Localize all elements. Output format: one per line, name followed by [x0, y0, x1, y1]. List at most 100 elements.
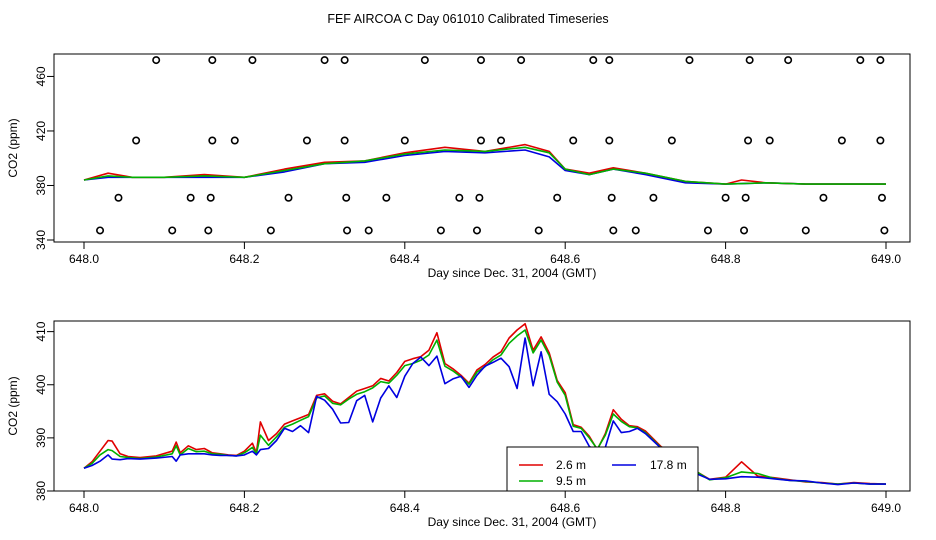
scatter-point [248, 56, 257, 65]
scatter-point [740, 226, 749, 235]
scatter-point [400, 136, 409, 145]
x-axis-label: Day since Dec. 31, 2004 (GMT) [428, 515, 597, 529]
scatter-point [114, 193, 123, 202]
x-tick-label: 648.2 [229, 252, 259, 266]
top-panel: 648.0 648.2 648.4 648.6 648.8 649.0 340 380 420 4… [6, 53, 911, 280]
scatter-point [230, 136, 239, 145]
plot-frame [53, 320, 911, 492]
scatter-point [667, 136, 676, 145]
y-tick-label: 410 [34, 321, 48, 341]
x-tick-label: 648.4 [390, 252, 420, 266]
figure-title: FEF AIRCOA C Day 061010 Calibrated Times… [327, 12, 608, 26]
scatter-point [340, 56, 349, 65]
scatter-point [631, 226, 640, 235]
scatter-point [342, 193, 351, 202]
scatter-point [284, 193, 293, 202]
x-tick-label: 648.6 [550, 252, 580, 266]
scatter-point [204, 226, 213, 235]
x-tick-label: 648.0 [69, 252, 99, 266]
scatter-point [819, 193, 828, 202]
scatter-point [420, 56, 429, 65]
scatter-point [340, 136, 349, 145]
series-line-17-8-m [83, 149, 886, 185]
x-tick-label: 649.0 [871, 501, 901, 515]
legend: 2.6 m 9.5 m 17.8 m [506, 446, 699, 492]
scatter-point [208, 136, 217, 145]
legend-label: 9.5 m [556, 474, 586, 488]
scatter-point [96, 226, 105, 235]
y-axis-label: CO2 (ppm) [6, 118, 20, 177]
scatter-point [553, 193, 562, 202]
scatter-point [569, 136, 578, 145]
x-tick-label: 648.4 [390, 501, 420, 515]
scatter-point [168, 226, 177, 235]
scatter-point [534, 226, 543, 235]
scatter-point [589, 56, 598, 65]
scatter-point [320, 56, 329, 65]
scatter-point [476, 56, 485, 65]
legend-label: 2.6 m [556, 458, 586, 472]
y-tick-label: 340 [34, 230, 48, 250]
y-tick-label: 400 [34, 374, 48, 394]
scatter-point [152, 56, 161, 65]
scatter-point [472, 226, 481, 235]
scatter-point [364, 226, 373, 235]
scatter-point [382, 193, 391, 202]
x-tick-label: 648.0 [69, 501, 99, 515]
plot-frame [53, 53, 911, 243]
series-line-2-6-m [83, 143, 886, 185]
scatter-point [497, 136, 506, 145]
scatter-point [607, 193, 616, 202]
x-tick-label: 649.0 [871, 252, 901, 266]
scatter-point [745, 56, 754, 65]
scatter-point [703, 226, 712, 235]
series-line-9-5-m [83, 329, 886, 485]
legend-box [506, 446, 699, 492]
y-tick-label: 380 [34, 175, 48, 195]
y-tick-label: 380 [34, 481, 48, 501]
scatter-point [744, 136, 753, 145]
scatter-point [876, 56, 885, 65]
scatter-point [880, 226, 889, 235]
series-line-17-8-m [83, 337, 886, 486]
scatter-point [741, 193, 750, 202]
scatter-point [856, 56, 865, 65]
scatter-point [837, 136, 846, 145]
series-line-9-5-m [83, 146, 886, 185]
y-tick-label: 460 [34, 66, 48, 86]
scatter-point [517, 56, 526, 65]
scatter-point [649, 193, 658, 202]
scatter-point [186, 193, 195, 202]
y-tick-label: 390 [34, 428, 48, 448]
x-tick-label: 648.8 [711, 501, 741, 515]
scatter-point [685, 56, 694, 65]
y-tick-label: 420 [34, 121, 48, 141]
legend-label: 17.8 m [650, 458, 687, 472]
scatter-point [266, 226, 275, 235]
scatter-point [132, 136, 141, 145]
scatter-point [784, 56, 793, 65]
scatter-point [302, 136, 311, 145]
scatter-point [206, 193, 215, 202]
scatter-point [476, 136, 485, 145]
scatter-point [765, 136, 774, 145]
x-axis-label: Day since Dec. 31, 2004 (GMT) [428, 266, 597, 280]
x-tick-label: 648.6 [550, 501, 580, 515]
x-tick-label: 648.2 [229, 501, 259, 515]
series-line-2-6-m [83, 322, 887, 485]
bottom-panel: 648.0 648.2 648.4 648.6 648.8 649.0 380 390 400 4… [6, 320, 911, 529]
scatter-point [475, 193, 484, 202]
scatter-point [436, 226, 445, 235]
scatter-point [605, 56, 614, 65]
scatter-point [876, 136, 885, 145]
y-axis-label: CO2 (ppm) [6, 376, 20, 435]
scatter-point [801, 226, 810, 235]
scatter-point [343, 226, 352, 235]
scatter-point [208, 56, 217, 65]
scatter-point [877, 193, 886, 202]
scatter-point [455, 193, 464, 202]
scatter-point [605, 136, 614, 145]
x-tick-label: 648.8 [711, 252, 741, 266]
scatter-point [721, 193, 730, 202]
